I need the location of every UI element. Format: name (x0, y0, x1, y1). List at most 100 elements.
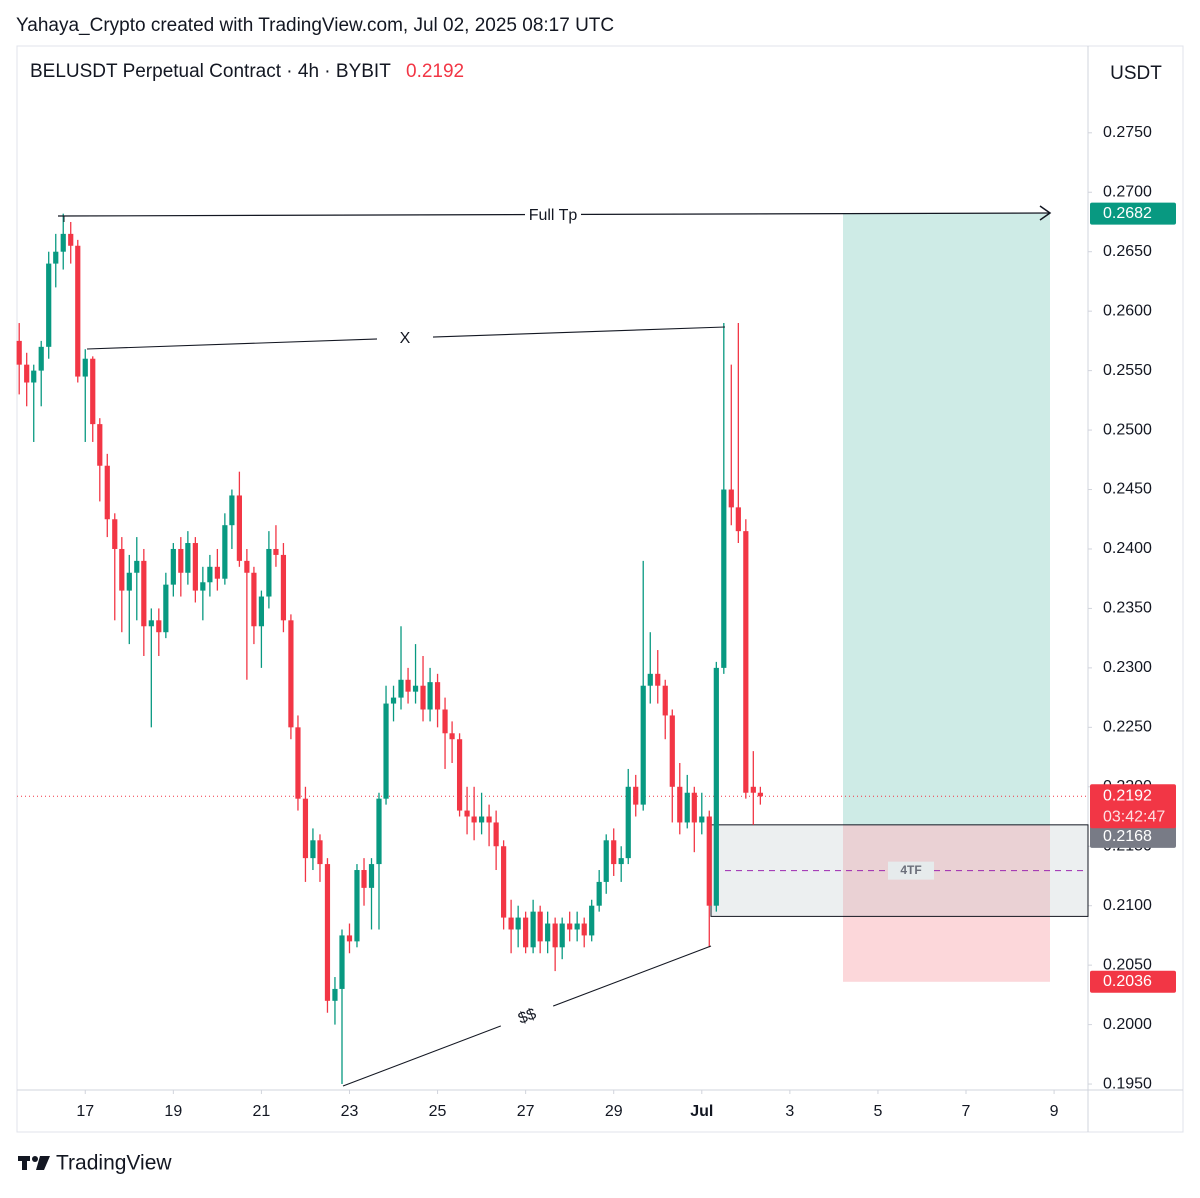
candle-body (354, 870, 360, 942)
candle-body (699, 816, 705, 823)
label-bg (525, 205, 581, 225)
brand-logo (18, 1156, 50, 1170)
candle-body (515, 917, 521, 930)
candle-body (339, 935, 345, 989)
target-tag (1090, 202, 1176, 225)
candle-body (735, 507, 741, 532)
candle-body (559, 923, 565, 948)
candle-body (324, 864, 331, 1001)
candle-body (104, 465, 110, 520)
candle-body (134, 560, 140, 573)
candle-body (126, 572, 132, 591)
brand: TradingView (56, 1152, 172, 1175)
candle-body (442, 709, 448, 734)
label-bg (377, 328, 433, 348)
candle-body (611, 840, 617, 865)
arrow-head (1039, 205, 1052, 221)
candle-body (471, 816, 477, 823)
candle-body (478, 816, 485, 823)
credit: Yahaya_Crypto created with TradingView.c… (16, 15, 614, 36)
candle-body (38, 346, 44, 371)
candle-body (178, 548, 184, 573)
label-bg (497, 996, 557, 1036)
candle-body (383, 703, 389, 799)
candle-body (427, 682, 433, 710)
y-tick-label: 0.2050 (1103, 956, 1152, 973)
y-tick-label: 0.2250 (1103, 719, 1152, 736)
candle-body (185, 543, 191, 573)
y-tick-label: 0.2300 (1103, 659, 1152, 676)
x-tick-label: 3 (785, 1103, 794, 1120)
candle-body (119, 548, 125, 591)
candle-body (148, 620, 154, 627)
candle-body (97, 424, 103, 466)
y-tick-label: 0.2550 (1103, 362, 1152, 379)
candle-body (16, 340, 22, 365)
stop-zone (843, 824, 1050, 982)
x-tick-label: 27 (517, 1103, 535, 1120)
annotation: Full Tp (525, 205, 581, 225)
candle-body (273, 548, 279, 555)
candle-body (46, 263, 52, 347)
x-tick-label: 19 (164, 1103, 182, 1120)
candle-body (530, 911, 536, 948)
candle-body (545, 923, 551, 942)
candle-body (567, 923, 573, 930)
candle-body (163, 584, 169, 633)
annotation-label: X (400, 330, 411, 347)
target-zone (843, 213, 1050, 825)
annotation: $$ (497, 996, 557, 1036)
candle-body (501, 846, 507, 918)
candle-body (523, 917, 529, 948)
candle-body (640, 685, 646, 805)
candle-body (170, 548, 176, 585)
candle-body (31, 370, 37, 383)
candle-body (493, 822, 499, 847)
candle-body (655, 673, 661, 686)
x-tick-label: 25 (429, 1103, 447, 1120)
x-tick-label: 7 (962, 1103, 971, 1120)
y-tick-label: 0.2500 (1103, 421, 1152, 438)
candle-body (244, 560, 250, 573)
candle-body (434, 682, 441, 710)
y-tick-label: 0.2100 (1103, 897, 1152, 914)
y-tick-label: 0.2000 (1103, 1016, 1152, 1033)
candle-body (721, 489, 727, 668)
target-tag-label: 0.2682 (1103, 205, 1152, 222)
zone-label: 4TF (900, 863, 921, 877)
candle-body (376, 798, 382, 865)
candle-body (24, 364, 30, 383)
x-tick-label: 9 (1050, 1103, 1059, 1120)
candle-body (618, 858, 624, 865)
candle-body (750, 786, 756, 793)
candle-body (229, 495, 235, 526)
candle-body (662, 685, 668, 716)
candle-body (332, 988, 338, 1001)
candle-body (669, 715, 675, 787)
x-tick-label: 21 (253, 1103, 271, 1120)
candle-body (288, 620, 294, 728)
last-price-tag (1090, 784, 1176, 829)
candle-body (141, 560, 147, 627)
candle-body (449, 733, 455, 740)
candle-body (317, 840, 323, 865)
x-tick-label: 29 (605, 1103, 623, 1120)
entry-tag-label: 0.2168 (1103, 828, 1152, 845)
candle-body (677, 786, 683, 823)
y-tick-label: 0.2350 (1103, 600, 1152, 617)
y-tick-label: 0.2450 (1103, 481, 1152, 498)
annotation-label: $$ (516, 1006, 539, 1028)
candle-body (251, 572, 257, 627)
candle-body (200, 582, 206, 591)
chart-title: BELUSDT Perpetual Contract · 4h · BYBIT (30, 61, 391, 82)
candle-body (647, 673, 653, 686)
candle-body (706, 816, 712, 906)
candle-body (713, 667, 719, 906)
last-price: 0.2192 (406, 61, 464, 82)
y-tick-label: 0.2400 (1103, 540, 1152, 557)
candle-body (302, 798, 309, 859)
x-tick-label: 23 (341, 1103, 359, 1120)
countdown: 03:42:47 (1103, 809, 1165, 826)
x-tick-label: 17 (76, 1103, 94, 1120)
candle-body (266, 548, 272, 597)
